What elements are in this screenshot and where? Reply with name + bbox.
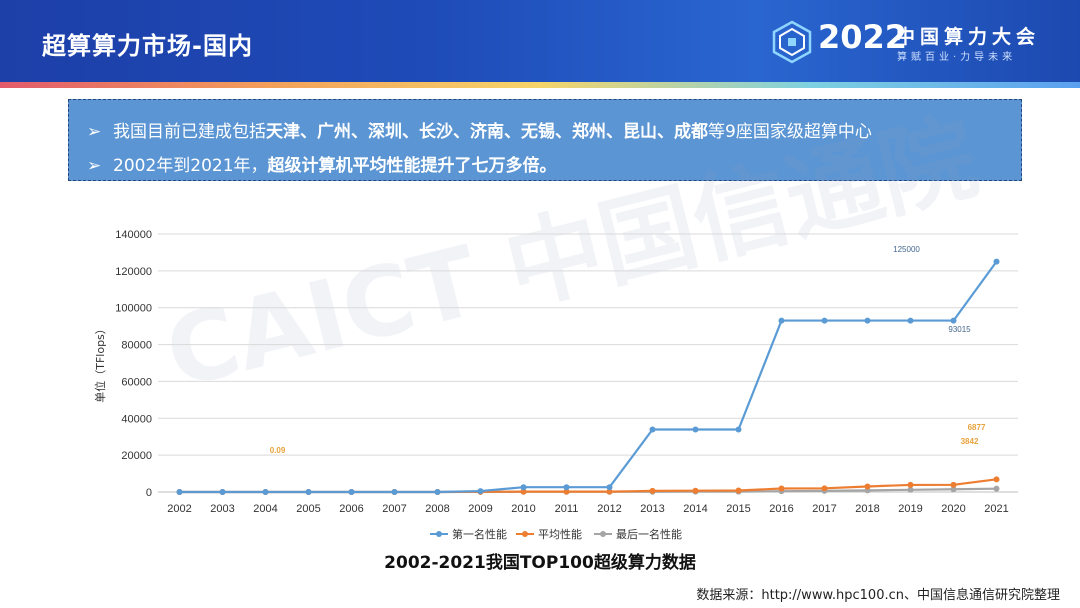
y-tick-label: 60000 xyxy=(121,376,152,388)
data-point xyxy=(907,317,914,324)
data-point xyxy=(348,489,355,495)
x-tick-label: 2008 xyxy=(425,503,449,515)
data-point xyxy=(606,484,613,491)
data-point xyxy=(262,489,269,495)
data-label: 125000 xyxy=(893,245,920,254)
data-point xyxy=(907,486,914,493)
y-tick-label: 120000 xyxy=(115,266,152,278)
bullet-arrow-icon: ➢ xyxy=(87,122,102,142)
data-label: 93015 xyxy=(948,325,971,334)
data-point xyxy=(692,487,699,494)
series-line xyxy=(179,260,998,494)
bullet-arrow-icon: ➢ xyxy=(87,156,102,176)
data-point xyxy=(993,258,1000,265)
data-point xyxy=(520,488,527,495)
logo-slogan: 算赋百业·力导未来 xyxy=(897,52,1017,63)
data-label: 0.09 xyxy=(270,446,286,455)
x-tick-label: 2005 xyxy=(296,503,320,515)
data-label: 6877 xyxy=(968,423,986,432)
x-tick-label: 2014 xyxy=(683,503,707,515)
y-tick-label: 40000 xyxy=(121,413,152,425)
data-point xyxy=(563,484,570,491)
legend-marker xyxy=(436,531,442,537)
data-point xyxy=(477,488,484,495)
conference-logo-icon xyxy=(772,20,812,64)
data-label: 3842 xyxy=(961,437,979,446)
x-tick-label: 2012 xyxy=(597,503,621,515)
data-point xyxy=(563,488,570,495)
x-tick-label: 2017 xyxy=(812,503,836,515)
x-tick-label: 2003 xyxy=(210,503,234,515)
x-tick-label: 2016 xyxy=(769,503,793,515)
x-tick-label: 2011 xyxy=(555,503,579,515)
data-point xyxy=(434,489,441,495)
y-axis-label: 单位（TFlops） xyxy=(93,323,107,403)
logo-year: 2022 xyxy=(818,18,908,56)
bullet2-text-a: 2002年到2021年， xyxy=(113,156,268,176)
data-point xyxy=(778,485,785,492)
x-tick-label: 2004 xyxy=(253,503,277,515)
header-divider xyxy=(0,82,1080,88)
y-tick-label: 100000 xyxy=(115,303,152,315)
data-source: 数据来源：http://www.hpc100.cn、中国信息通信研究院整理 xyxy=(696,588,1060,603)
data-point xyxy=(305,489,312,495)
x-tick-label: 2010 xyxy=(511,503,535,515)
x-tick-label: 2020 xyxy=(941,503,965,515)
data-point xyxy=(735,487,742,494)
x-tick-label: 2019 xyxy=(898,503,922,515)
data-point xyxy=(520,484,527,491)
logo-name: 中国算力大会 xyxy=(896,26,1041,48)
data-point xyxy=(821,485,828,492)
x-tick-label: 2021 xyxy=(984,503,1008,515)
data-point xyxy=(950,486,957,493)
x-tick-label: 2015 xyxy=(726,503,750,515)
y-tick-label: 80000 xyxy=(121,340,152,352)
data-point xyxy=(993,476,1000,483)
bullet1-text-b: 等9座国家级超算中心 xyxy=(708,122,872,142)
data-point xyxy=(950,317,957,324)
legend-label: 第一名性能 xyxy=(452,527,507,541)
data-point xyxy=(993,485,1000,492)
data-point xyxy=(649,426,656,433)
chart-title: 2002-2021我国TOP100超级算力数据 xyxy=(384,553,696,573)
conference-logo: 2022 中国算力大会 算赋百业·力导未来 xyxy=(770,14,1070,70)
data-point xyxy=(649,487,656,494)
data-point xyxy=(907,481,914,488)
header-bar xyxy=(0,0,1080,82)
bullet2-highlight: 超级计算机平均性能提升了七万多倍。 xyxy=(267,156,557,176)
x-tick-label: 2006 xyxy=(339,503,363,515)
x-tick-label: 2013 xyxy=(640,503,664,515)
legend-marker xyxy=(600,531,606,537)
x-tick-label: 2009 xyxy=(468,503,492,515)
data-point xyxy=(391,489,398,495)
y-tick-label: 20000 xyxy=(121,450,152,462)
x-tick-label: 2018 xyxy=(855,503,879,515)
data-point xyxy=(864,317,871,324)
data-point xyxy=(821,317,828,324)
x-tick-label: 2007 xyxy=(382,503,406,515)
data-point xyxy=(219,489,226,495)
legend-label: 平均性能 xyxy=(538,527,582,541)
data-point xyxy=(692,426,699,433)
page-title: 超算算力市场-国内 xyxy=(42,32,253,60)
data-point xyxy=(735,426,742,433)
y-tick-label: 140000 xyxy=(115,229,152,241)
legend-label: 最后一名性能 xyxy=(616,527,682,541)
summary-banner: ➢ 我国目前已建成包括天津、广州、深圳、长沙、济南、无锡、郑州、昆山、成都等9座国… xyxy=(68,99,1022,181)
data-point xyxy=(950,481,957,488)
bullet-performance: ➢ 2002年到2021年，超级计算机平均性能提升了七万多倍。 xyxy=(87,151,557,176)
bullet1-text-a: 我国目前已建成包括 xyxy=(113,122,266,142)
data-point xyxy=(778,317,785,324)
data-point xyxy=(606,488,613,495)
legend-marker xyxy=(522,531,528,537)
y-tick-label: 0 xyxy=(146,487,152,499)
x-tick-label: 2002 xyxy=(167,503,191,515)
bullet1-cities: 天津、广州、深圳、长沙、济南、无锡、郑州、昆山、成都 xyxy=(266,122,708,142)
data-point xyxy=(176,489,183,495)
bullet-centers: ➢ 我国目前已建成包括天津、广州、深圳、长沙、济南、无锡、郑州、昆山、成都等9座国… xyxy=(87,117,872,142)
data-point xyxy=(864,483,871,490)
